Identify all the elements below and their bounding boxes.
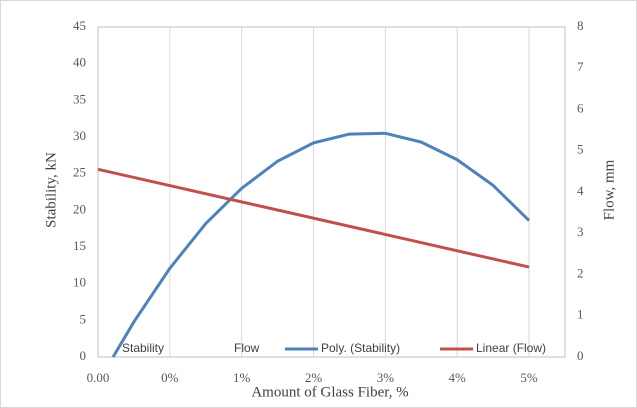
y2-tick-label: 3 — [577, 224, 584, 239]
y2-tick-label: 8 — [577, 18, 584, 33]
x-tick-label: 5% — [520, 370, 538, 385]
line — [97, 167, 530, 269]
y-tick-label: 20 — [73, 201, 86, 216]
y2-tick-label: 0 — [577, 348, 584, 363]
x-tick-label: 1% — [233, 370, 251, 385]
y2-tick-label: 2 — [577, 265, 584, 280]
y-tick-label: 25 — [73, 165, 86, 180]
y-axis-title: Stability, kN — [43, 152, 59, 228]
y-tick-label: 35 — [73, 91, 86, 106]
y2-tick-label: 1 — [577, 307, 584, 322]
x-tick-label: 4% — [449, 370, 467, 385]
y-tick-label: 40 — [73, 55, 86, 70]
y2-tick-label: 4 — [577, 183, 584, 198]
line — [111, 131, 531, 358]
x-tick-label: 3% — [377, 370, 395, 385]
y2-tick-label: 6 — [577, 100, 584, 115]
legend-label: Poly. (Stability) — [321, 341, 400, 355]
y-tick-label: 45 — [73, 18, 86, 33]
legend-label: Flow — [234, 341, 260, 355]
y-tick-label: 10 — [73, 275, 86, 290]
y-tick-label: 0 — [80, 348, 87, 363]
y2-tick-label: 5 — [577, 142, 584, 157]
y-tick-label: 5 — [80, 311, 87, 326]
legend-label: Stability — [122, 341, 164, 355]
y-tick-label: 30 — [73, 128, 86, 143]
plot-border — [97, 26, 566, 358]
x-axis-title: Amount of Glass Fiber, % — [251, 384, 408, 400]
x-tick-label: 0% — [161, 370, 179, 385]
legend-label: Linear (Flow) — [476, 341, 546, 355]
x-tick-label: 0.00 — [87, 370, 110, 385]
y2-axis-title: Flow, mm — [601, 159, 617, 220]
y2-tick-label: 7 — [577, 59, 584, 74]
x-tick-label: 2% — [305, 370, 323, 385]
y-tick-label: 15 — [73, 238, 86, 253]
